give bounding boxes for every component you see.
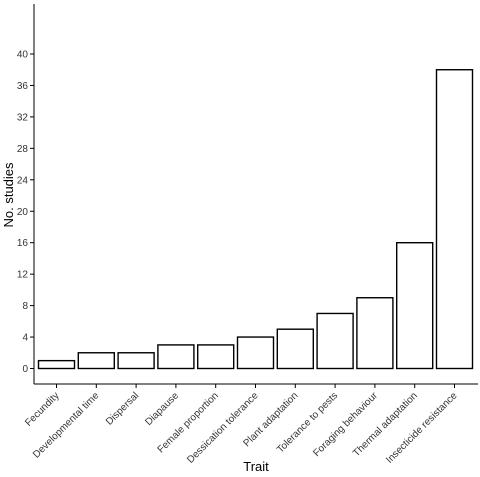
y-tick-label: 8	[22, 301, 28, 312]
y-axis-title: No. studies	[1, 162, 16, 228]
y-tick-label: 12	[17, 270, 29, 281]
bar-8	[356, 297, 394, 370]
x-tick-label: Dessication tolerance	[185, 390, 261, 466]
x-tick-label: Diapause	[143, 390, 181, 428]
y-tick-label: 32	[17, 112, 29, 123]
y-tick-label: 0	[22, 364, 28, 375]
y-tick-label: 36	[17, 81, 29, 92]
bar-0	[37, 359, 76, 370]
x-tick-label: Fecundity	[23, 390, 61, 428]
bar-3	[157, 344, 195, 370]
bar-10	[435, 69, 474, 370]
bar-5	[236, 336, 275, 370]
bar-2	[117, 352, 155, 370]
x-tick-label: Dispersal	[104, 390, 141, 427]
y-tick-label: 28	[17, 144, 29, 155]
bar-6	[276, 328, 314, 370]
bar-4	[196, 344, 235, 370]
bars-group	[37, 69, 474, 370]
y-tick-label: 24	[17, 175, 29, 186]
y-tick-label: 16	[17, 238, 29, 249]
y-ticks-group: 0 4 8 12 16 20 24 28 32 36 40	[17, 50, 34, 375]
x-axis-title: Trait	[243, 459, 269, 474]
x-tick-label: Insecticide resistance	[384, 390, 460, 466]
y-tick-label: 20	[17, 207, 29, 218]
bar-1	[77, 352, 116, 370]
y-tick-label: 40	[17, 50, 29, 61]
y-tick-label: 4	[22, 333, 28, 344]
bar-9	[396, 241, 434, 370]
x-tick-label: Developmental time	[31, 390, 102, 461]
bar-7	[316, 312, 354, 370]
